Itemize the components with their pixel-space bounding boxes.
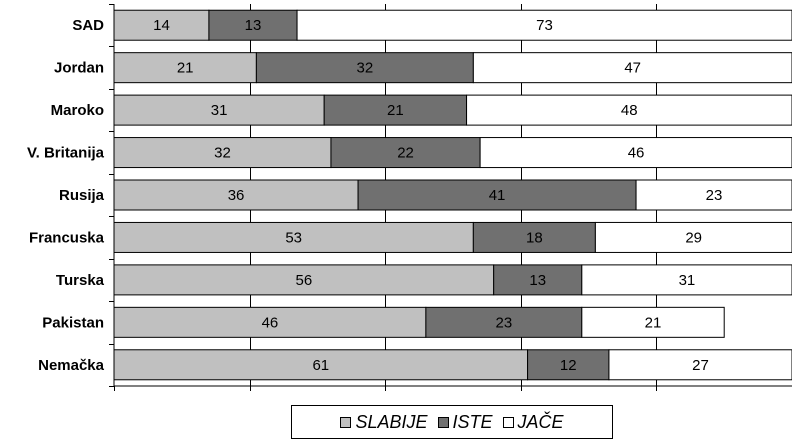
data-label: 32 [357, 60, 374, 77]
data-label: 22 [397, 145, 414, 162]
category-label: Francuska [29, 229, 105, 246]
category-label: Jordan [54, 60, 104, 77]
legend-label-iste: ISTE [452, 411, 493, 432]
bar-segment [635, 179, 792, 211]
data-label: 31 [211, 102, 228, 119]
data-label: 18 [526, 229, 543, 246]
legend-label-slabije: SLABIJE [355, 411, 428, 432]
legend-swatch-iste [437, 416, 449, 428]
bar-segment [113, 264, 495, 296]
data-label: 48 [621, 102, 638, 119]
bars [113, 9, 792, 381]
bar-segment [113, 306, 427, 338]
bar-segment [581, 264, 792, 296]
legend-item-slabije: SLABIJE [340, 411, 428, 433]
legend: SLABIJE ISTE JAČE [291, 405, 613, 439]
data-label: 31 [679, 272, 696, 289]
category-label: Pakistan [42, 314, 104, 331]
data-label: 46 [262, 314, 279, 331]
legend-item-iste: ISTE [437, 411, 493, 433]
data-label: 21 [387, 102, 404, 119]
legend-item-jace: JAČE [502, 411, 564, 433]
data-label: 13 [245, 17, 262, 34]
data-label: 23 [706, 187, 723, 204]
bar-segment [330, 137, 481, 169]
data-label: 73 [536, 17, 553, 34]
data-label: 13 [529, 272, 546, 289]
bar-segment [113, 221, 474, 253]
bar-segment [581, 306, 725, 338]
data-label: 61 [312, 357, 329, 374]
data-label: 21 [645, 314, 662, 331]
data-label: 47 [624, 60, 641, 77]
data-label: 14 [153, 17, 170, 34]
data-label: 41 [489, 187, 506, 204]
category-label: Rusija [59, 187, 105, 204]
data-label: 32 [214, 145, 231, 162]
bar-segment [472, 221, 596, 253]
data-label: 56 [295, 272, 312, 289]
data-label: 12 [560, 357, 577, 374]
bar-segment [493, 264, 583, 296]
bar-segment [425, 306, 583, 338]
bar-segment [608, 349, 792, 381]
data-label: 23 [496, 314, 513, 331]
bar-segment [472, 52, 792, 84]
bar-segment [296, 9, 792, 41]
category-label: Maroko [51, 102, 104, 119]
category-label: V. Britanija [27, 145, 105, 162]
bar-segment [466, 94, 792, 126]
bar-segment [357, 179, 637, 211]
data-label: 46 [628, 145, 645, 162]
data-label: 21 [177, 60, 194, 77]
bar-segment [113, 349, 529, 381]
category-label: Turska [56, 272, 105, 289]
bar-segment [323, 94, 468, 126]
data-label: 53 [285, 229, 302, 246]
bar-segment [255, 52, 474, 84]
stacked-bar-chart: SAD 14 13 73 Jordan 21 32 47 Maroko 31 21 48 V. Brit… [27, 4, 792, 391]
legend-swatch-jace [502, 416, 514, 428]
category-label: Nemačka [38, 357, 105, 374]
legend-swatch-slabije [340, 416, 352, 428]
labels: SAD 14 13 73 Jordan 21 32 47 Maroko 31 21 48 V. Brit… [27, 4, 723, 387]
bar-segment [208, 9, 298, 41]
data-label: 27 [692, 357, 709, 374]
bar-segment [479, 137, 792, 169]
bar-segment [527, 349, 610, 381]
legend-label-jace: JAČE [517, 411, 564, 432]
data-label: 29 [685, 229, 702, 246]
bar-segment [113, 179, 359, 211]
data-label: 36 [228, 187, 245, 204]
bar-segment [594, 221, 792, 253]
category-label: SAD [72, 17, 104, 34]
